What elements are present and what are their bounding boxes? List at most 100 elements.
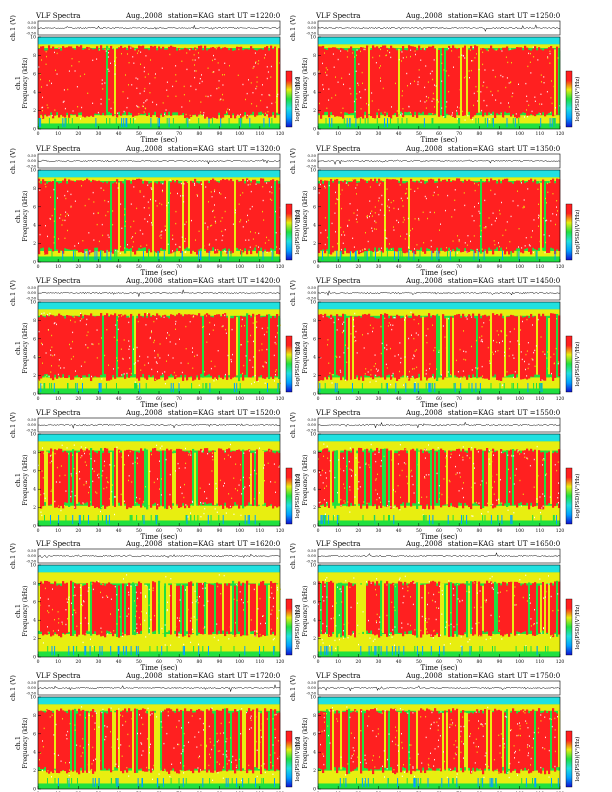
noise-speckle bbox=[41, 312, 43, 315]
noise-speckle bbox=[71, 65, 73, 67]
noise-speckle bbox=[544, 596, 546, 598]
noise-speckle bbox=[145, 486, 146, 488]
noise-speckle bbox=[434, 211, 435, 214]
noise-speckle bbox=[434, 347, 436, 349]
noise-speckle bbox=[394, 585, 396, 588]
noise-speckle bbox=[192, 59, 194, 61]
low-frequency-streak bbox=[538, 383, 540, 393]
spectral-stripe bbox=[58, 47, 61, 118]
spectral-stripe bbox=[472, 581, 475, 636]
noise-speckle bbox=[355, 466, 357, 468]
noise-speckle bbox=[71, 475, 72, 477]
noise-speckle bbox=[98, 476, 100, 479]
noise-speckle bbox=[131, 237, 132, 239]
spectral-stripe bbox=[390, 179, 393, 249]
colorbar-label: log(PSD)(V²/Hz) bbox=[294, 210, 301, 255]
noise-speckle bbox=[490, 614, 492, 617]
noise-speckle bbox=[388, 199, 390, 201]
x-tick-label: 50 bbox=[136, 264, 142, 270]
noise-speckle bbox=[541, 81, 542, 83]
noise-speckle bbox=[59, 481, 61, 483]
noise-speckle bbox=[476, 248, 478, 251]
noise-speckle bbox=[105, 214, 107, 217]
noise-speckle bbox=[326, 577, 328, 579]
noise-speckle bbox=[211, 513, 213, 515]
noise-speckle bbox=[493, 454, 494, 456]
spectral-stripe bbox=[320, 314, 323, 381]
noise-speckle bbox=[242, 372, 243, 375]
noise-speckle bbox=[251, 103, 253, 105]
noise-speckle bbox=[418, 219, 420, 221]
noise-speckle bbox=[175, 210, 177, 213]
noise-speckle bbox=[38, 356, 40, 358]
spectral-stripe bbox=[442, 47, 445, 117]
spectral-stripe bbox=[64, 47, 67, 118]
y-tick-label: 4 bbox=[313, 90, 316, 96]
noise-speckle bbox=[366, 215, 368, 218]
spectral-stripe bbox=[116, 48, 119, 118]
spectral-stripe bbox=[132, 47, 135, 117]
noise-speckle bbox=[417, 464, 419, 466]
noise-speckle bbox=[472, 578, 474, 580]
noise-speckle bbox=[487, 502, 488, 505]
noise-speckle bbox=[381, 342, 383, 345]
panel-start-ut: start UT =1720:0 bbox=[218, 672, 280, 680]
upper-yellow-band bbox=[38, 441, 280, 451]
noise-speckle bbox=[267, 327, 269, 329]
noise-speckle bbox=[149, 337, 151, 340]
noise-speckle bbox=[85, 344, 87, 346]
lower-yellow-band bbox=[318, 377, 560, 389]
noise-speckle bbox=[195, 600, 197, 603]
noise-speckle bbox=[240, 249, 241, 251]
spectral-stripe bbox=[354, 49, 357, 119]
noise-speckle bbox=[79, 384, 80, 386]
spectral-stripe bbox=[500, 313, 503, 382]
noise-speckle bbox=[147, 356, 149, 358]
spectral-stripe bbox=[232, 50, 235, 114]
noise-speckle bbox=[194, 182, 195, 185]
noise-speckle bbox=[181, 60, 183, 62]
ch1-label: ch.1 bbox=[294, 209, 302, 223]
noise-speckle bbox=[459, 476, 461, 478]
noise-speckle bbox=[178, 633, 180, 635]
noise-speckle bbox=[254, 451, 256, 454]
spectral-stripe bbox=[324, 49, 327, 112]
noise-speckle bbox=[450, 623, 452, 625]
spectral-stripe bbox=[318, 46, 321, 114]
noise-speckle bbox=[41, 59, 42, 61]
noise-speckle bbox=[549, 62, 551, 64]
low-frequency-streak bbox=[375, 251, 376, 261]
spectral-stripe bbox=[176, 50, 179, 113]
noise-speckle bbox=[249, 246, 251, 248]
noise-speckle bbox=[218, 505, 220, 507]
noise-speckle bbox=[277, 332, 278, 334]
noise-speckle bbox=[544, 633, 546, 635]
x-tick-label: 30 bbox=[376, 131, 382, 137]
noise-speckle bbox=[420, 59, 422, 61]
x-tick-label: 10 bbox=[335, 396, 341, 402]
noise-speckle bbox=[112, 47, 114, 49]
noise-speckle bbox=[252, 366, 254, 368]
spectral-stripe bbox=[50, 181, 53, 249]
x-tick-label: 110 bbox=[256, 659, 265, 665]
noise-speckle bbox=[534, 516, 535, 519]
noise-speckle bbox=[126, 615, 128, 617]
noise-speckle bbox=[116, 577, 117, 579]
noise-speckle bbox=[349, 203, 351, 205]
noise-speckle bbox=[441, 493, 443, 496]
noise-speckle bbox=[344, 234, 346, 236]
low-frequency-streak bbox=[359, 118, 361, 128]
noise-speckle bbox=[160, 234, 162, 236]
low-frequency-streak bbox=[454, 383, 456, 393]
noise-speckle bbox=[467, 235, 469, 237]
spectral-stripe bbox=[440, 48, 443, 116]
spectral-stripe bbox=[396, 453, 399, 508]
noise-speckle bbox=[346, 465, 347, 467]
spectral-stripe bbox=[104, 447, 107, 509]
noise-speckle bbox=[175, 95, 177, 97]
noise-speckle bbox=[185, 579, 186, 581]
noise-speckle bbox=[438, 349, 440, 352]
noise-speckle bbox=[452, 240, 454, 242]
spectral-stripe bbox=[156, 50, 159, 118]
noise-speckle bbox=[374, 206, 376, 208]
